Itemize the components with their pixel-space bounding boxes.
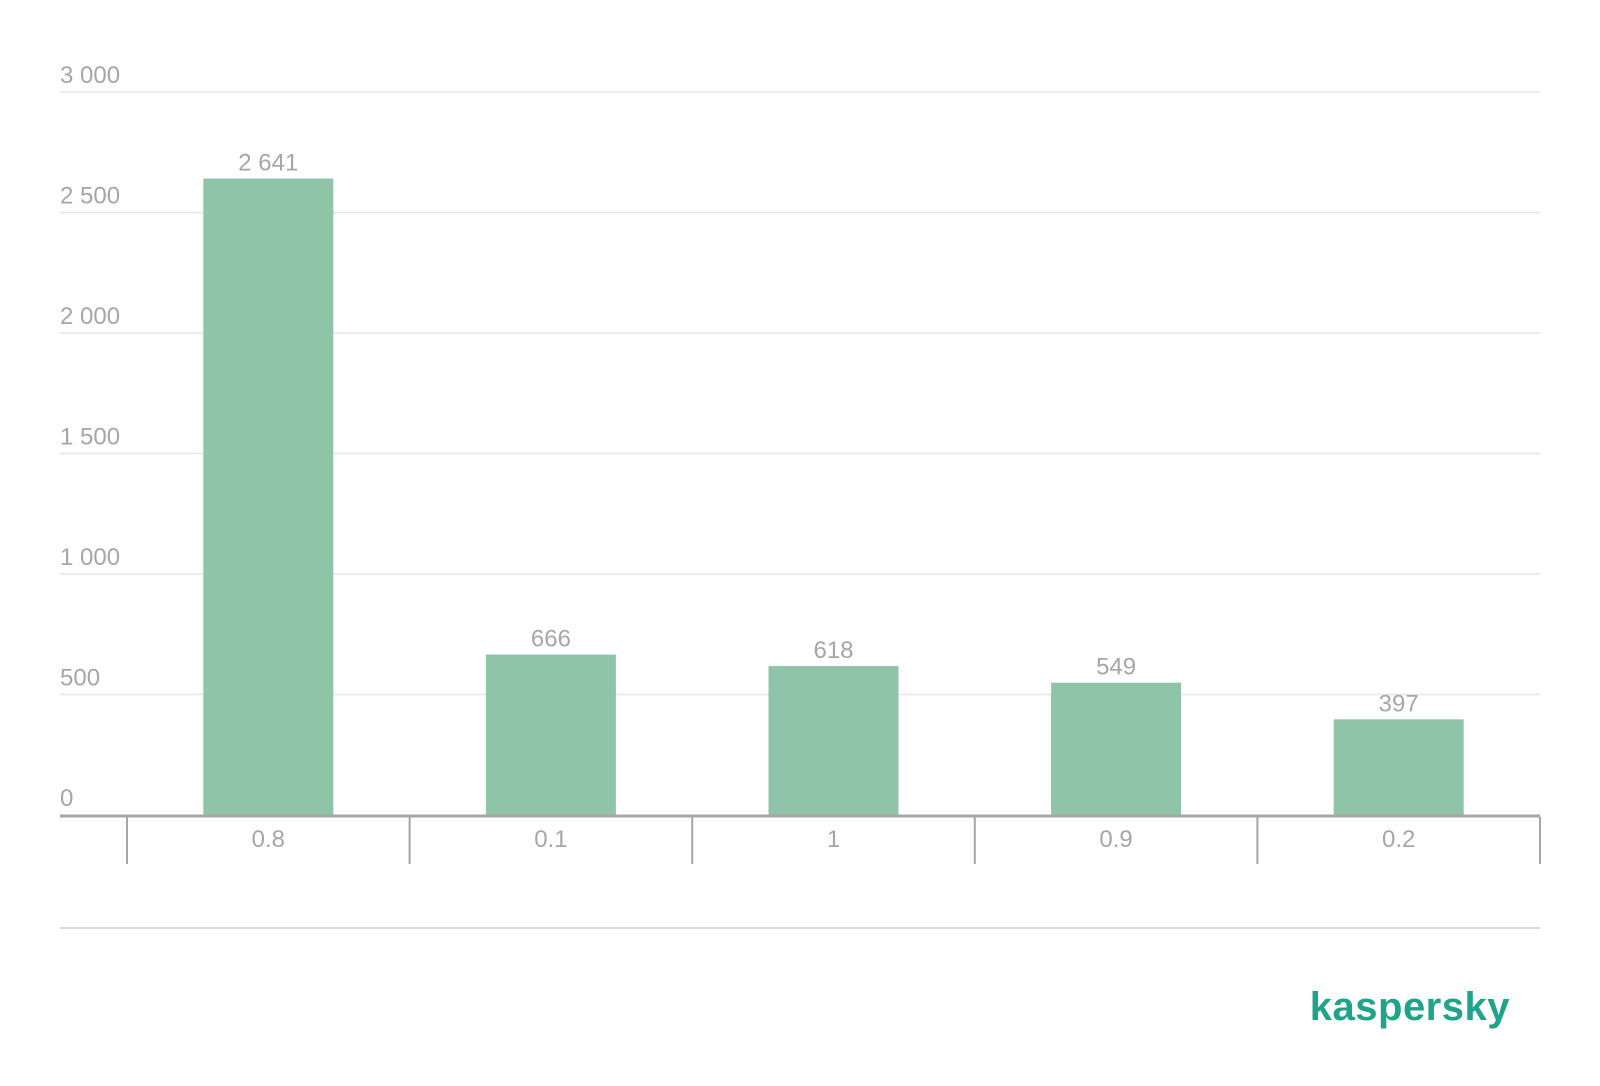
x-tick-label: 0.9 [1099, 826, 1132, 853]
y-tick-label: 500 [60, 665, 100, 692]
bar [1051, 682, 1182, 815]
data-labels: 2 641 666 618 549 397 [238, 150, 1418, 718]
bar [1333, 719, 1464, 815]
y-tick-label: 0 [60, 785, 73, 812]
data-label: 549 [1096, 654, 1136, 681]
bar [485, 654, 616, 815]
x-tick-label: 1 [827, 826, 840, 853]
x-tick-label: 0.2 [1382, 826, 1415, 853]
x-tick-label: 0.8 [252, 826, 285, 853]
x-tick-label: 0.1 [534, 826, 567, 853]
bar [768, 666, 899, 815]
y-tick-label: 1 000 [60, 544, 120, 571]
data-label: 618 [813, 637, 853, 664]
data-label: 397 [1379, 690, 1419, 717]
kaspersky-logo: kaspersky [1310, 985, 1510, 1029]
y-tick-label: 2 500 [60, 183, 120, 210]
data-label: 666 [531, 625, 571, 652]
y-axis-ticks: 0 500 1 000 1 500 2 000 2 500 3 000 [60, 62, 120, 812]
bars [203, 178, 1464, 816]
bar [203, 178, 334, 816]
x-axis: 0.8 0.1 1 0.9 0.2 [60, 814, 1541, 864]
data-label: 2 641 [238, 150, 298, 177]
y-tick-label: 1 500 [60, 424, 120, 451]
y-tick-label: 2 000 [60, 303, 120, 330]
y-tick-label: 3 000 [60, 62, 120, 89]
